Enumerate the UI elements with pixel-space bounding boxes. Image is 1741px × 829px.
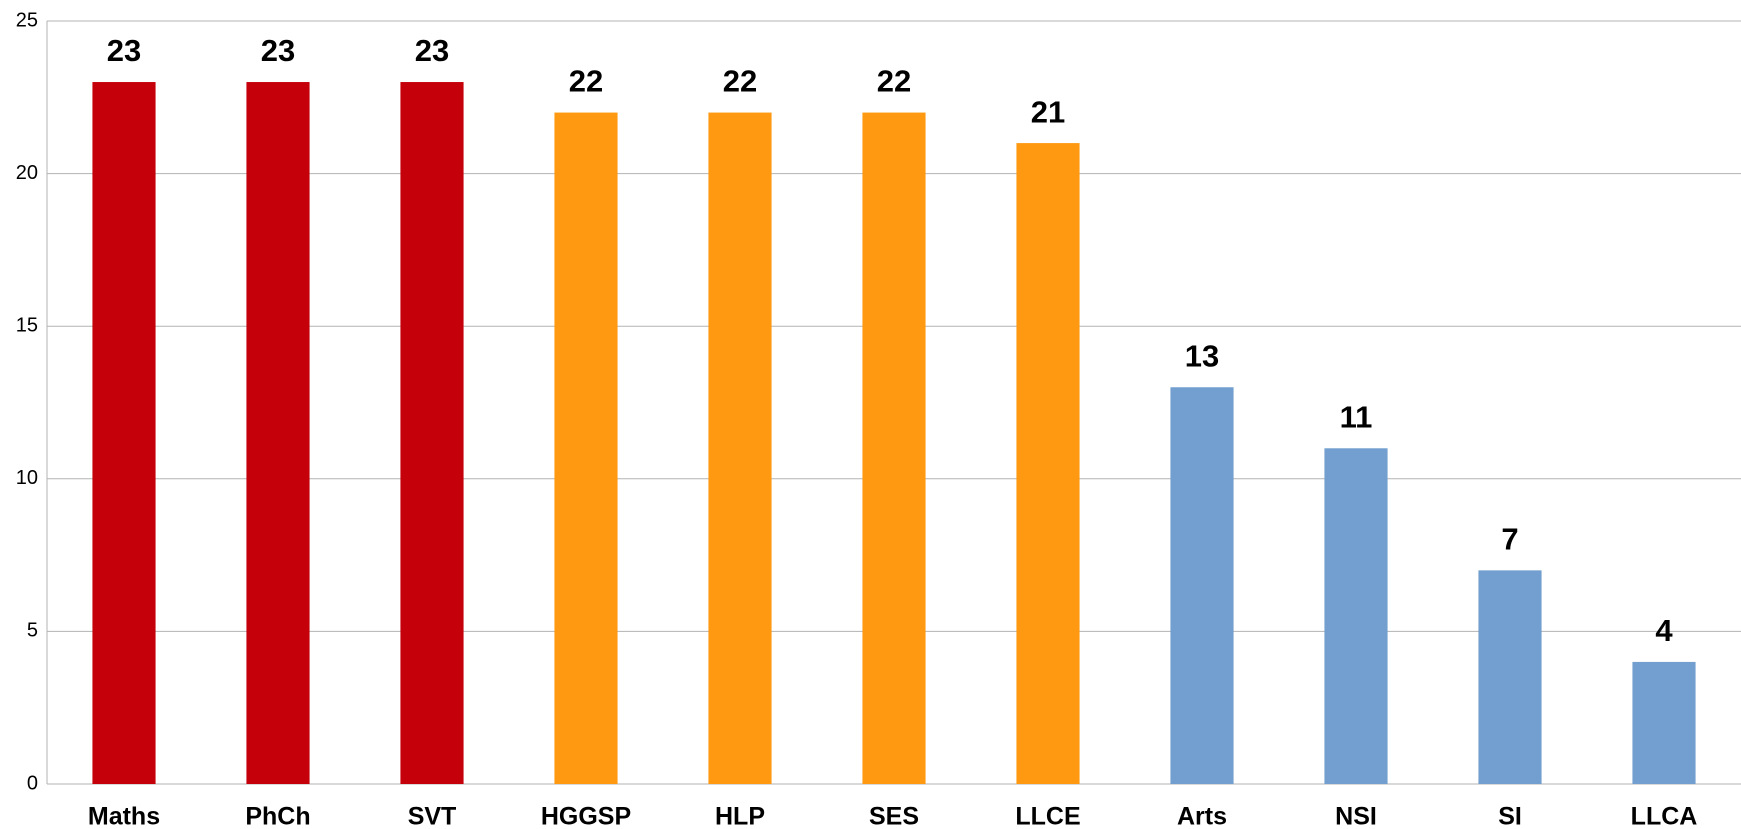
x-tick-label: PhCh [245,803,310,829]
x-tick-label: LLCA [1631,803,1698,829]
y-tick-label: 20 [16,162,38,184]
y-tick-label: 25 [16,9,38,31]
y-tick-label: 15 [16,314,38,336]
value-label: 22 [723,64,757,99]
value-label: 23 [107,33,141,68]
bar [246,82,310,785]
value-label: 22 [569,64,603,99]
bar [1632,661,1696,784]
bar [92,82,156,785]
x-tick-label: SVT [408,803,457,829]
bar [1478,570,1542,784]
bar [1170,387,1234,784]
bar [862,112,926,784]
bar [708,112,772,784]
x-tick-label: SI [1498,803,1522,829]
y-tick-label: 5 [27,620,38,642]
value-label: 22 [877,64,911,99]
bar [400,82,464,785]
value-label: 13 [1185,338,1219,373]
value-label: 23 [261,33,295,68]
y-tick-label: 10 [16,467,38,489]
value-label: 4 [1655,613,1673,648]
bar [1016,143,1080,784]
value-label: 23 [415,33,449,68]
bar [554,112,618,784]
x-tick-label: HGGSP [541,803,631,829]
value-label: 7 [1501,522,1518,557]
x-tick-label: SES [869,803,919,829]
x-tick-label: Arts [1177,803,1227,829]
y-tick-label: 0 [27,772,38,794]
x-tick-label: HLP [715,803,765,829]
value-label: 21 [1031,94,1065,129]
x-tick-label: NSI [1335,803,1377,829]
x-tick-label: LLCE [1015,803,1080,829]
x-tick-label: Maths [88,803,160,829]
bar [1324,448,1388,784]
value-label: 11 [1340,399,1373,434]
